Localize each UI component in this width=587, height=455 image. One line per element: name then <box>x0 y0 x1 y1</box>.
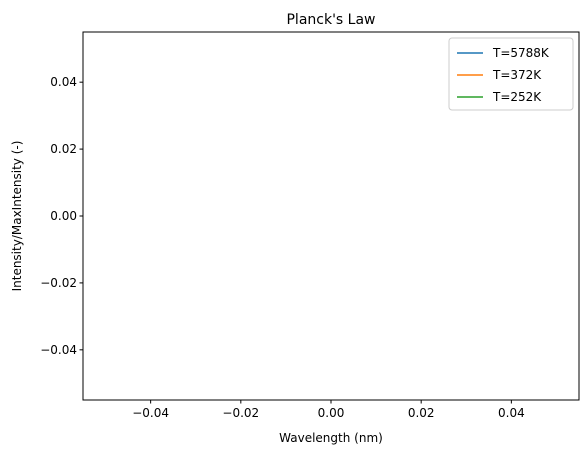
legend: T=5788K T=372K T=252K <box>448 37 574 111</box>
y-tick-label: 0.04 <box>50 75 77 89</box>
x-tick-label: −0.02 <box>222 406 259 420</box>
plot-frame <box>82 31 580 401</box>
legend-box <box>448 37 574 111</box>
y-axis-label: Intensity/MaxIntensity (-) <box>10 141 24 292</box>
x-tick-label: 0.00 <box>318 406 345 420</box>
y-tick-label: −0.02 <box>40 276 77 290</box>
x-tick-label: −0.04 <box>132 406 169 420</box>
y-axis-ticks: −0.04 −0.02 0.00 0.02 0.04 <box>40 75 83 357</box>
x-tick-label: 0.04 <box>498 406 525 420</box>
y-tick-label: 0.00 <box>50 209 77 223</box>
legend-entry-label: T=252K <box>492 90 542 104</box>
y-tick-label: 0.02 <box>50 142 77 156</box>
x-tick-label: 0.02 <box>408 406 435 420</box>
chart-title: Planck's Law <box>286 12 375 28</box>
x-axis-ticks: −0.04 −0.02 0.00 0.02 0.04 <box>132 400 525 420</box>
legend-entry-label: T=5788K <box>492 46 550 60</box>
legend-entry-label: T=372K <box>492 68 542 82</box>
x-axis-label: Wavelength (nm) <box>279 431 383 445</box>
y-tick-label: −0.04 <box>40 343 77 357</box>
